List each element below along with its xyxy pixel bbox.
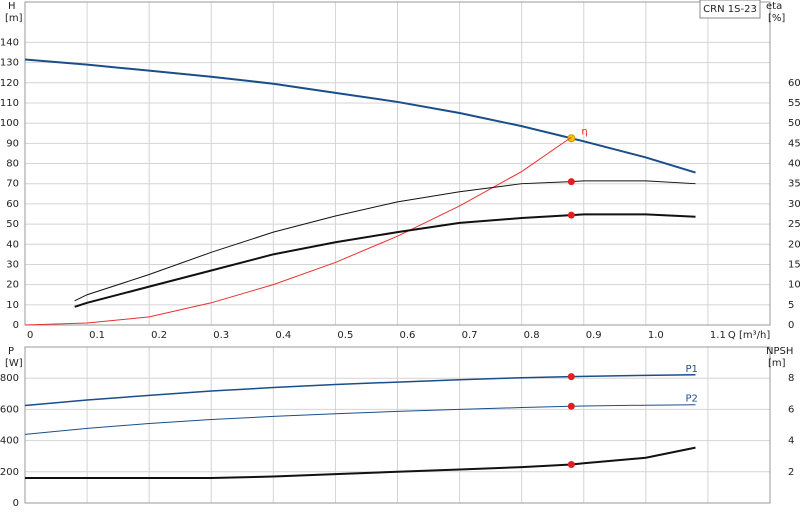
plot-frame — [24, 1, 771, 326]
y-tick-label: 600 — [0, 404, 19, 415]
y2-tick-label: 10 — [788, 280, 800, 291]
x-tick-label: 0.6 — [400, 330, 416, 341]
y-axis-label: H — [8, 1, 16, 12]
x-tick-label: 0.4 — [275, 330, 291, 341]
y-tick-label: 0 — [13, 498, 19, 509]
x-tick-label: 1.0 — [648, 330, 664, 341]
x-tick-label: 0.2 — [151, 330, 167, 341]
y2-tick-label: 6 — [788, 404, 794, 415]
x-tick-label: 0.3 — [213, 330, 229, 341]
y-axis-label: P — [8, 346, 14, 357]
y-axis-unit: [W] — [5, 358, 23, 369]
y2-axis-label: NPSH — [766, 346, 793, 357]
y-tick-label: 140 — [0, 37, 19, 48]
x-tick-label: 0.8 — [524, 330, 540, 341]
series-label: P1 — [686, 364, 698, 375]
y-tick-label: 70 — [6, 179, 19, 190]
y2-tick-label: 25 — [788, 219, 800, 230]
y2-tick-label: 55 — [788, 98, 800, 109]
duty-point — [567, 402, 575, 410]
y2-axis-label: eta — [766, 1, 782, 12]
y-tick-label: 120 — [0, 78, 19, 89]
curve — [74, 213, 696, 308]
y2-tick-label: 4 — [788, 436, 794, 447]
y-tick-label: 30 — [6, 259, 19, 270]
x-tick-label: 0 — [27, 330, 33, 341]
y2-axis-unit: [%] — [768, 13, 785, 24]
y2-tick-label: 15 — [788, 259, 800, 270]
y2-tick-label: 20 — [788, 239, 800, 250]
curve — [24, 404, 696, 435]
x-tick-label: 0.7 — [462, 330, 478, 341]
y2-tick-label: 35 — [788, 179, 800, 190]
series-label: P2 — [686, 394, 698, 405]
y-tick-label: 80 — [6, 159, 19, 170]
y2-tick-label: 40 — [788, 159, 800, 170]
y2-axis-unit: [m] — [768, 358, 786, 369]
y-tick-label: 40 — [6, 239, 19, 250]
legend-box — [699, 0, 761, 19]
x-tick-label: 0.9 — [586, 330, 602, 341]
y2-tick-label: 0 — [788, 320, 794, 331]
duty-point — [567, 178, 575, 186]
y-axis-unit: [m] — [5, 13, 23, 24]
y-tick-label: 400 — [0, 436, 19, 447]
y-tick-label: 20 — [6, 280, 19, 291]
y-tick-label: 10 — [6, 300, 19, 311]
y-tick-label: 110 — [0, 98, 19, 109]
y2-tick-label: 5 — [788, 300, 794, 311]
y-tick-label: 800 — [0, 373, 19, 384]
duty-point — [567, 134, 576, 143]
series-label: η — [581, 126, 587, 137]
x-tick-label: 0.1 — [89, 330, 105, 341]
curve — [24, 58, 696, 174]
y2-tick-label: 30 — [788, 199, 800, 210]
y-tick-label: 200 — [0, 467, 19, 478]
x-tick-label: 1.1 — [710, 330, 726, 341]
duty-point — [567, 211, 575, 219]
y-tick-label: 100 — [0, 118, 19, 129]
legend-text: CRN 1S-23 — [703, 4, 757, 15]
duty-point — [567, 460, 575, 468]
y2-tick-label: 50 — [788, 118, 800, 129]
curve — [74, 180, 696, 302]
y2-tick-label: 8 — [788, 373, 794, 384]
y-tick-label: 0 — [13, 320, 19, 331]
curve — [25, 446, 696, 480]
plot-frame — [24, 346, 771, 504]
curve — [24, 374, 696, 407]
x-tick-label: 0.5 — [337, 330, 353, 341]
y-tick-label: 60 — [6, 199, 19, 210]
y2-tick-label: 2 — [788, 467, 794, 478]
y-tick-label: 50 — [6, 219, 19, 230]
y2-tick-label: 60 — [788, 78, 800, 89]
y2-tick-label: 45 — [788, 138, 800, 149]
x-axis-label: Q [m³/h] — [728, 330, 770, 341]
y-tick-label: 130 — [0, 58, 19, 69]
curve — [24, 136, 572, 326]
y-tick-label: 90 — [6, 138, 19, 149]
duty-point — [567, 373, 575, 381]
